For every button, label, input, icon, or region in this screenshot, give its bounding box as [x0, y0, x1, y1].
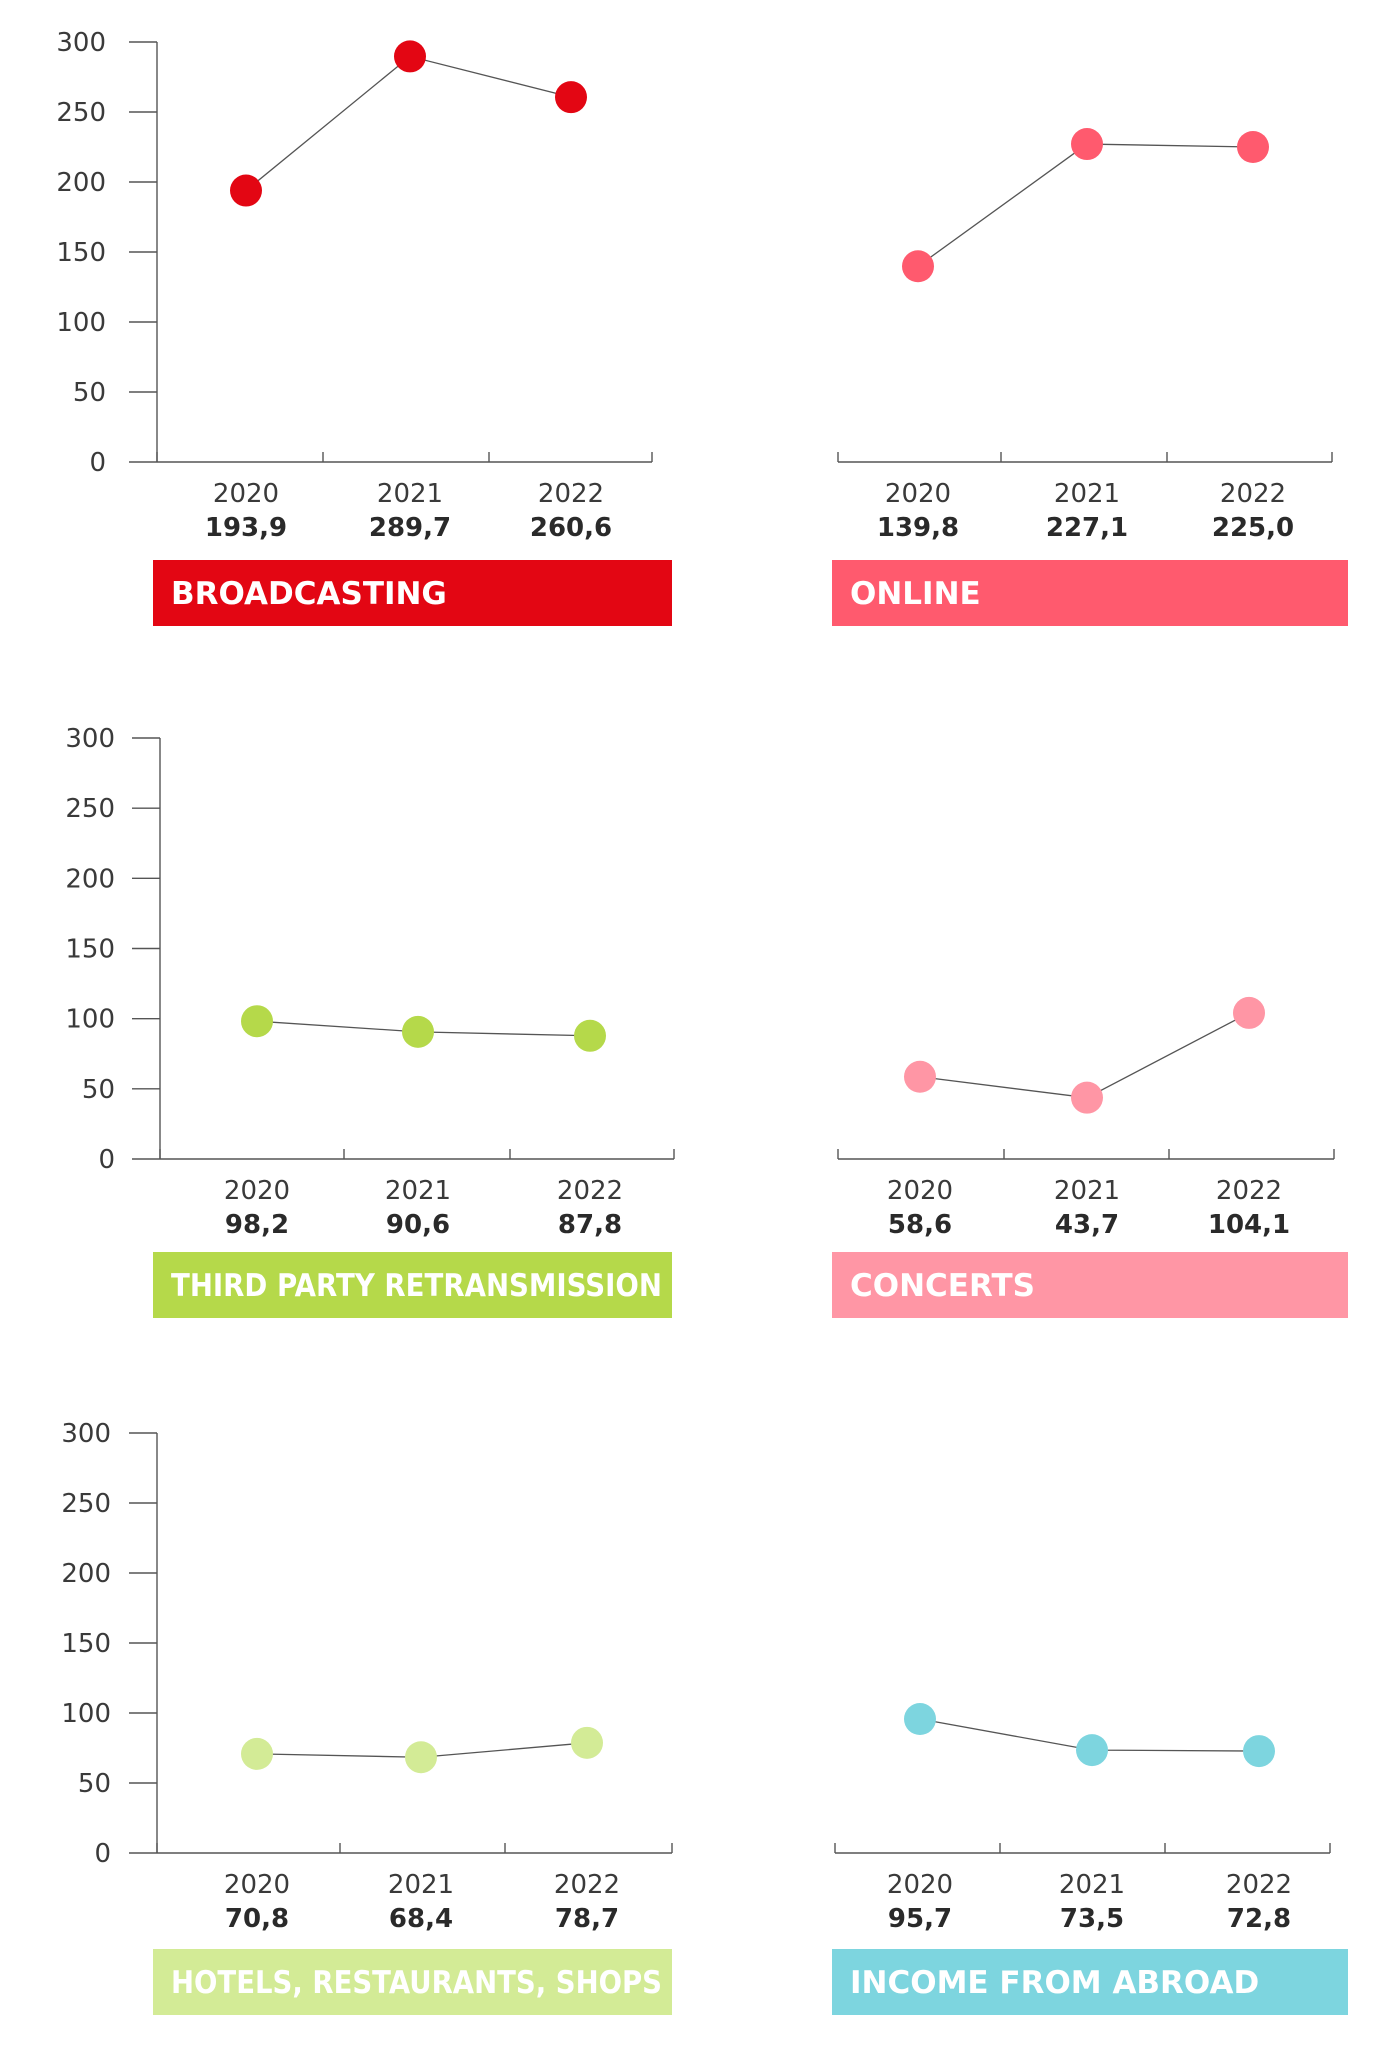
y-tick-label: 0 — [89, 448, 106, 478]
x-tick-label: 2022 — [1220, 479, 1286, 509]
y-tick-label: 100 — [56, 308, 106, 338]
data-value-label: 73,5 — [1060, 1904, 1124, 1934]
x-tick-label: 2020 — [224, 1870, 290, 1900]
x-tick-label: 2020 — [885, 479, 951, 509]
x-tick-label: 2021 — [1054, 1176, 1120, 1206]
chart-panel-3: 300 250 200 150 100 50 0 2020 98,2 2021 90,6 2022 87… — [65, 724, 675, 1318]
category-label-bar — [832, 1252, 1348, 1318]
data-point-2021 — [402, 1015, 434, 1048]
data-point-2022 — [1243, 1735, 1275, 1768]
x-tick-label: 2022 — [538, 479, 604, 509]
data-point-2020 — [230, 174, 262, 207]
category-label-bar — [832, 560, 1348, 626]
category-label-bar — [153, 560, 672, 626]
category-label-bar — [153, 1949, 672, 2015]
y-tick-label: 0 — [98, 1145, 115, 1175]
chart-panel-1: 300 250 200 150 100 50 0 2020 193,9 2021 289,7 2022… — [56, 28, 672, 626]
x-tick-label: 2021 — [1054, 479, 1120, 509]
category-label: CONCERTS — [850, 1268, 1035, 1304]
x-tick-label: 2020 — [887, 1870, 953, 1900]
data-value-label: 87,8 — [558, 1210, 622, 1240]
y-tick-label: 100 — [61, 1699, 111, 1729]
y-tick-label: 250 — [61, 1489, 111, 1519]
y-tick-label: 200 — [61, 1559, 111, 1589]
data-point-2021 — [1071, 1081, 1103, 1114]
series-line — [245, 55, 572, 192]
x-tick-label: 2022 — [1226, 1870, 1292, 1900]
data-value-label: 95,7 — [888, 1904, 952, 1934]
y-tick-label: 250 — [56, 98, 106, 128]
data-point-2022 — [1233, 996, 1265, 1029]
data-point-2020 — [241, 1005, 273, 1038]
data-value-label: 225,0 — [1212, 513, 1294, 543]
category-label: HOTELS, RESTAURANTS, SHOPS — [171, 1965, 662, 2001]
y-tick-label: 200 — [56, 168, 106, 198]
data-point-2020 — [902, 250, 934, 283]
y-tick-label: 50 — [78, 1769, 111, 1799]
data-point-2021 — [1071, 128, 1103, 161]
chart-panel-6: 2020 95,7 2021 73,5 2022 72,8 INCOME FROM ABRO… — [832, 1703, 1348, 2015]
series-line — [917, 143, 1254, 267]
y-tick-label: 300 — [65, 724, 115, 754]
data-point-2022 — [574, 1019, 606, 1052]
data-point-2021 — [405, 1741, 437, 1774]
data-point-2020 — [241, 1737, 273, 1770]
category-label-bar — [832, 1949, 1348, 2015]
data-value-label: 78,7 — [555, 1904, 619, 1934]
y-tick-label: 300 — [61, 1419, 111, 1449]
category-label: BROADCASTING — [171, 576, 447, 612]
data-point-2020 — [904, 1703, 936, 1736]
data-point-2022 — [571, 1726, 603, 1759]
data-value-label: 139,8 — [877, 513, 959, 543]
data-value-label: 98,2 — [225, 1210, 289, 1240]
data-point-2021 — [1076, 1734, 1108, 1767]
x-tick-label: 2020 — [213, 479, 279, 509]
chart-panel-4: 2020 58,6 2021 43,7 2022 104,1 CONCERTS — [832, 996, 1348, 1318]
y-tick-label: 150 — [65, 935, 115, 965]
x-tick-label: 2020 — [887, 1176, 953, 1206]
data-value-label: 260,6 — [530, 513, 612, 543]
x-tick-label: 2021 — [1059, 1870, 1125, 1900]
data-value-label: 43,7 — [1055, 1210, 1119, 1240]
data-value-label: 70,8 — [225, 1904, 289, 1934]
data-value-label: 104,1 — [1208, 1210, 1290, 1240]
x-tick-label: 2022 — [557, 1176, 623, 1206]
x-tick-label: 2022 — [1216, 1176, 1282, 1206]
data-point-2022 — [555, 81, 587, 114]
category-label: THIRD PARTY RETRANSMISSION — [171, 1268, 662, 1304]
data-value-label: 193,9 — [205, 513, 287, 543]
data-point-2021 — [394, 40, 426, 73]
x-tick-label: 2021 — [388, 1870, 454, 1900]
y-tick-label: 300 — [56, 28, 106, 58]
y-tick-label: 250 — [65, 794, 115, 824]
data-value-label: 289,7 — [369, 513, 451, 543]
x-tick-label: 2020 — [224, 1176, 290, 1206]
x-tick-label: 2021 — [377, 479, 443, 509]
data-value-label: 58,6 — [888, 1210, 952, 1240]
y-tick-label: 0 — [94, 1839, 111, 1869]
data-point-2022 — [1237, 131, 1269, 163]
data-value-label: 72,8 — [1227, 1904, 1291, 1934]
y-tick-label: 50 — [82, 1075, 115, 1105]
x-tick-label: 2022 — [554, 1870, 620, 1900]
y-tick-label: 100 — [65, 1005, 115, 1035]
chart-panel-5: 300 250 200 150 100 50 0 2020 70,8 2021 68,4 2022 78… — [61, 1419, 673, 2015]
y-tick-label: 200 — [65, 864, 115, 894]
category-label: ONLINE — [850, 576, 981, 612]
category-label-bar — [153, 1252, 672, 1318]
data-value-label: 68,4 — [389, 1904, 453, 1934]
y-tick-label: 50 — [73, 378, 106, 408]
category-label: INCOME FROM ABROAD — [850, 1965, 1259, 2001]
x-tick-label: 2021 — [385, 1176, 451, 1206]
chart-panel-2: 2020 139,8 2021 227,1 2022 225,0 ONLINE — [832, 128, 1348, 626]
data-value-label: 90,6 — [386, 1210, 450, 1240]
y-tick-label: 150 — [56, 238, 106, 268]
y-tick-label: 150 — [61, 1629, 111, 1659]
data-value-label: 227,1 — [1046, 513, 1128, 543]
data-point-2020 — [904, 1060, 936, 1093]
